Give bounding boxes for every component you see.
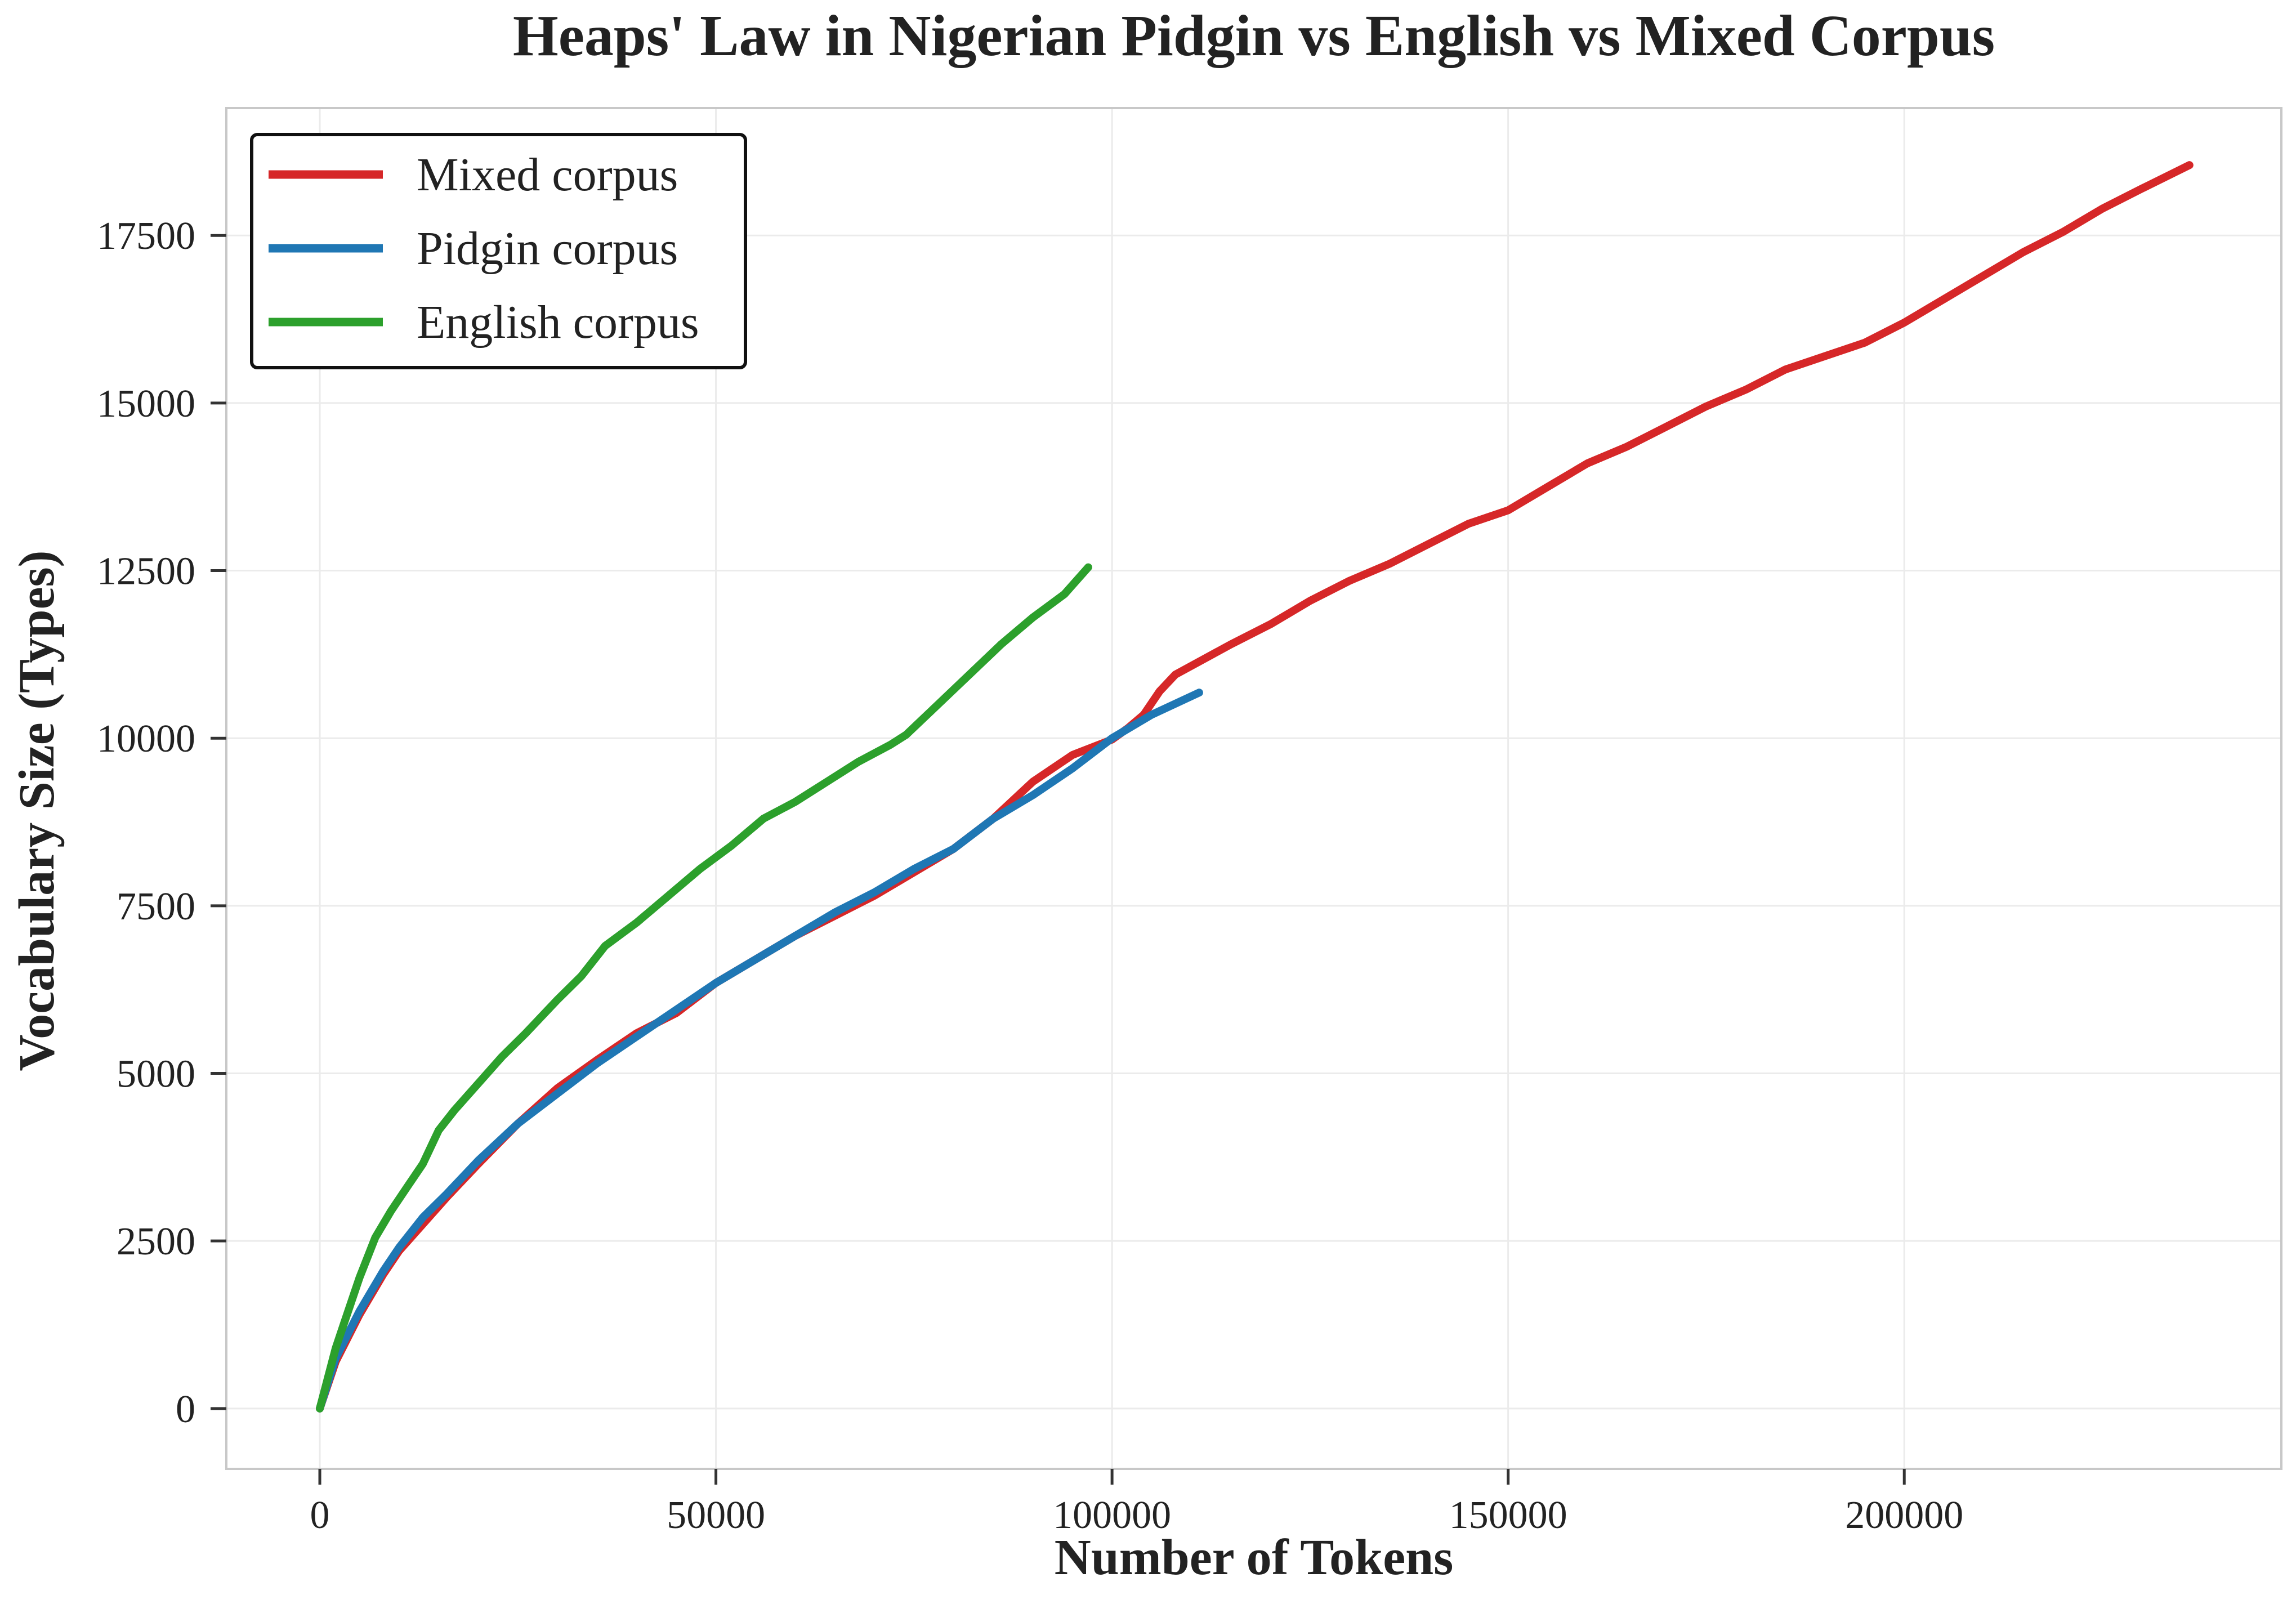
y-tick-label: 0	[176, 1388, 195, 1431]
legend-label-mixed: Mixed corpus	[417, 149, 678, 201]
legend-label-english: English corpus	[417, 296, 699, 348]
grid-layer	[226, 108, 2281, 1469]
legend-label-pidgin: Pidgin corpus	[417, 222, 678, 275]
y-axis-label: Vocabulary Size (Types)	[9, 550, 65, 1071]
x-tick-label: 150000	[1449, 1494, 1567, 1537]
chart-title: Heaps' Law in Nigerian Pidgin vs English…	[513, 3, 1995, 68]
y-tick-label: 2500	[117, 1220, 195, 1263]
x-tick-label: 100000	[1053, 1494, 1171, 1537]
y-tick-label: 10000	[97, 717, 195, 761]
y-tick-label: 5000	[117, 1053, 195, 1096]
series-line-english	[316, 563, 1092, 1413]
y-tick-label: 7500	[117, 885, 195, 928]
x-tick-label: 200000	[1845, 1494, 1963, 1537]
x-axis-label: Number of Tokens	[1055, 1530, 1454, 1585]
legend: Mixed corpus Pidgin corpus English corpu…	[250, 133, 747, 369]
tick-layer: 0 50000 100000 150000 200000 0 2500 5000 7500 100…	[97, 215, 1963, 1537]
series-line-pidgin	[316, 689, 1203, 1413]
y-tick-label: 15000	[97, 382, 195, 426]
y-tick-label: 12500	[97, 550, 195, 593]
x-tick-label: 0	[310, 1494, 330, 1537]
y-tick-label: 17500	[97, 215, 195, 258]
x-tick-label: 50000	[667, 1494, 765, 1537]
plot-frame	[225, 107, 2282, 1470]
series-layer	[316, 161, 2194, 1413]
legend-box	[250, 133, 747, 369]
